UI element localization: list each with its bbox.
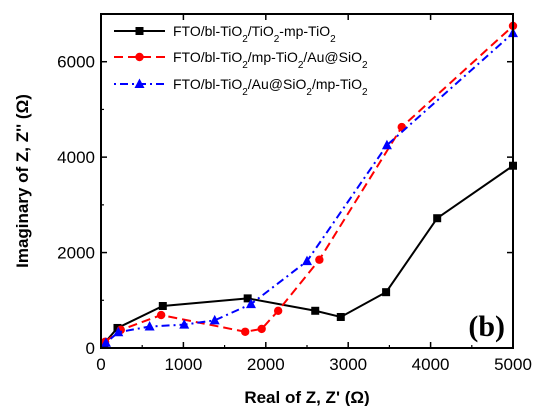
data-point-triangle — [144, 321, 155, 331]
x-tick-label: 0 — [96, 355, 105, 374]
data-point-square — [336, 312, 345, 321]
y-tick-label: 2000 — [57, 244, 95, 263]
series-1 — [100, 161, 517, 348]
data-point-triangle — [179, 319, 190, 329]
data-point-circle — [241, 327, 250, 336]
y-axis-title: Imaginary of Z, Z'' (Ω) — [13, 94, 32, 268]
data-point-square — [158, 302, 167, 311]
data-point-triangle — [381, 139, 392, 150]
x-tick-label: 5000 — [494, 355, 532, 374]
legend-entry-1: FTO/bl-TiO2/TiO2-mp-TiO2 — [114, 23, 336, 45]
data-point-triangle — [245, 298, 256, 309]
data-point-square — [243, 294, 252, 303]
x-tick-label: 1000 — [164, 355, 202, 374]
series-line — [103, 164, 514, 344]
x-tick-label: 2000 — [247, 355, 285, 374]
y-tick-label: 0 — [86, 339, 95, 358]
data-point-circle — [156, 310, 166, 320]
series-layer — [100, 21, 518, 348]
series-line — [104, 25, 514, 343]
data-point-square — [433, 214, 442, 223]
data-point-circle — [257, 324, 266, 334]
x-tick-label: 4000 — [412, 355, 450, 374]
data-point-circle — [135, 52, 144, 62]
series-2 — [100, 21, 518, 346]
data-point-triangle — [302, 255, 312, 266]
data-point-triangle — [134, 78, 145, 88]
legend-entry-3: FTO/bl-TiO2/Au@SiO2/mp-TiO2 — [114, 76, 368, 98]
series-3 — [100, 27, 518, 347]
data-point-square — [135, 27, 144, 35]
data-point-triangle — [113, 326, 124, 337]
data-point-circle — [273, 306, 283, 315]
series-line — [105, 32, 514, 344]
ticks-layer: 0 1000 2000 3000 4000 5000 0 2000 4000 6000 — [57, 14, 532, 374]
x-tick-label: 3000 — [329, 355, 367, 374]
legend-entry-2: FTO/bl-TiO2/mp-TiO2/Au@SiO2 — [114, 49, 368, 71]
data-point-square — [311, 306, 320, 315]
legend-label: FTO/bl-TiO2/Au@SiO2/mp-TiO2 — [173, 76, 368, 98]
legend: FTO/bl-TiO2/TiO2-mp-TiO2 FTO/bl-TiO2/mp-T… — [114, 23, 368, 98]
x-axis-title: Real of Z, Z' (Ω) — [244, 388, 369, 406]
panel-label: (b) — [468, 310, 505, 343]
data-point-triangle — [100, 337, 111, 347]
y-tick-label: 4000 — [57, 148, 95, 167]
legend-label: FTO/bl-TiO2/mp-TiO2/Au@SiO2 — [173, 49, 368, 71]
data-point-circle — [315, 255, 324, 264]
y-tick-label: 6000 — [57, 53, 95, 72]
data-point-square — [382, 288, 391, 297]
legend-label: FTO/bl-TiO2/TiO2-mp-TiO2 — [173, 23, 336, 45]
data-point-triangle — [209, 314, 220, 325]
